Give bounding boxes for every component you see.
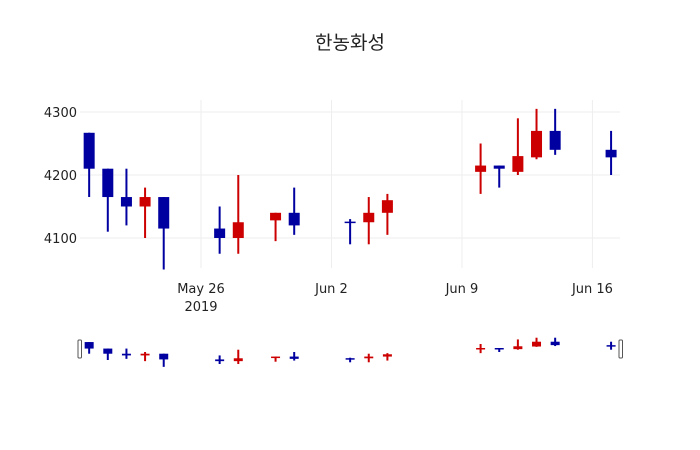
candle[interactable] bbox=[102, 168, 114, 232]
y-axis: 4100 4200 4300 bbox=[44, 106, 77, 247]
candle[interactable] bbox=[270, 212, 282, 242]
rangeslider-candle[interactable] bbox=[494, 348, 504, 352]
rangeslider-candle[interactable] bbox=[364, 353, 374, 363]
candle[interactable] bbox=[158, 197, 170, 270]
rangeslider-candle[interactable] bbox=[513, 339, 523, 350]
rangeslider-candle[interactable] bbox=[289, 352, 299, 361]
rangeslider-candle[interactable] bbox=[476, 344, 486, 354]
rangeslider-handle-right[interactable] bbox=[618, 339, 623, 359]
candle[interactable] bbox=[83, 132, 95, 198]
rangeslider-candle[interactable] bbox=[345, 357, 355, 363]
x-tick-label: May 26 bbox=[177, 282, 225, 297]
x-tick-label: Jun 2 bbox=[314, 282, 348, 297]
x-tick-label: Jun 9 bbox=[445, 282, 479, 297]
y-tick-label: 4300 bbox=[44, 106, 77, 121]
chart-title: 한농화성 bbox=[315, 32, 385, 54]
x-tick-year-label: 2019 bbox=[184, 300, 217, 315]
rangeslider-candle[interactable] bbox=[606, 341, 616, 350]
candle[interactable] bbox=[512, 118, 524, 175]
rangeslider-candle[interactable] bbox=[159, 353, 169, 367]
rangeslider-handle-left[interactable] bbox=[77, 339, 82, 359]
candle[interactable] bbox=[605, 130, 617, 175]
candle[interactable] bbox=[344, 219, 356, 245]
rangeslider-candle[interactable] bbox=[532, 337, 542, 347]
y-tick-label: 4200 bbox=[44, 169, 77, 184]
rangeslider-candle[interactable] bbox=[233, 349, 243, 364]
candle[interactable] bbox=[475, 143, 487, 194]
rangeslider-candle[interactable] bbox=[382, 353, 392, 361]
candle[interactable] bbox=[531, 108, 543, 160]
candles[interactable] bbox=[83, 108, 617, 270]
candle[interactable] bbox=[120, 168, 132, 226]
rangeslider-candle[interactable] bbox=[215, 355, 225, 364]
candle[interactable] bbox=[214, 206, 226, 254]
x-axis: May 26 2019 Jun 2 Jun 9 Jun 16 bbox=[177, 282, 613, 315]
candle[interactable] bbox=[288, 187, 300, 235]
rangeslider-candle[interactable] bbox=[550, 337, 560, 347]
range-slider[interactable] bbox=[77, 337, 623, 367]
candle[interactable] bbox=[549, 108, 561, 155]
rangeslider-candle[interactable] bbox=[121, 348, 131, 359]
rangeslider-candle[interactable] bbox=[84, 342, 94, 354]
rangeslider-candle[interactable] bbox=[103, 348, 113, 360]
candle[interactable] bbox=[493, 165, 505, 188]
candle[interactable] bbox=[139, 187, 151, 238]
rangeslider-candle[interactable] bbox=[271, 356, 281, 362]
candle[interactable] bbox=[381, 193, 393, 235]
candle[interactable] bbox=[363, 197, 375, 245]
y-tick-label: 4100 bbox=[44, 232, 77, 247]
x-tick-label: Jun 16 bbox=[571, 282, 613, 297]
rangeslider-candle[interactable] bbox=[140, 352, 150, 362]
candle[interactable] bbox=[232, 175, 244, 254]
